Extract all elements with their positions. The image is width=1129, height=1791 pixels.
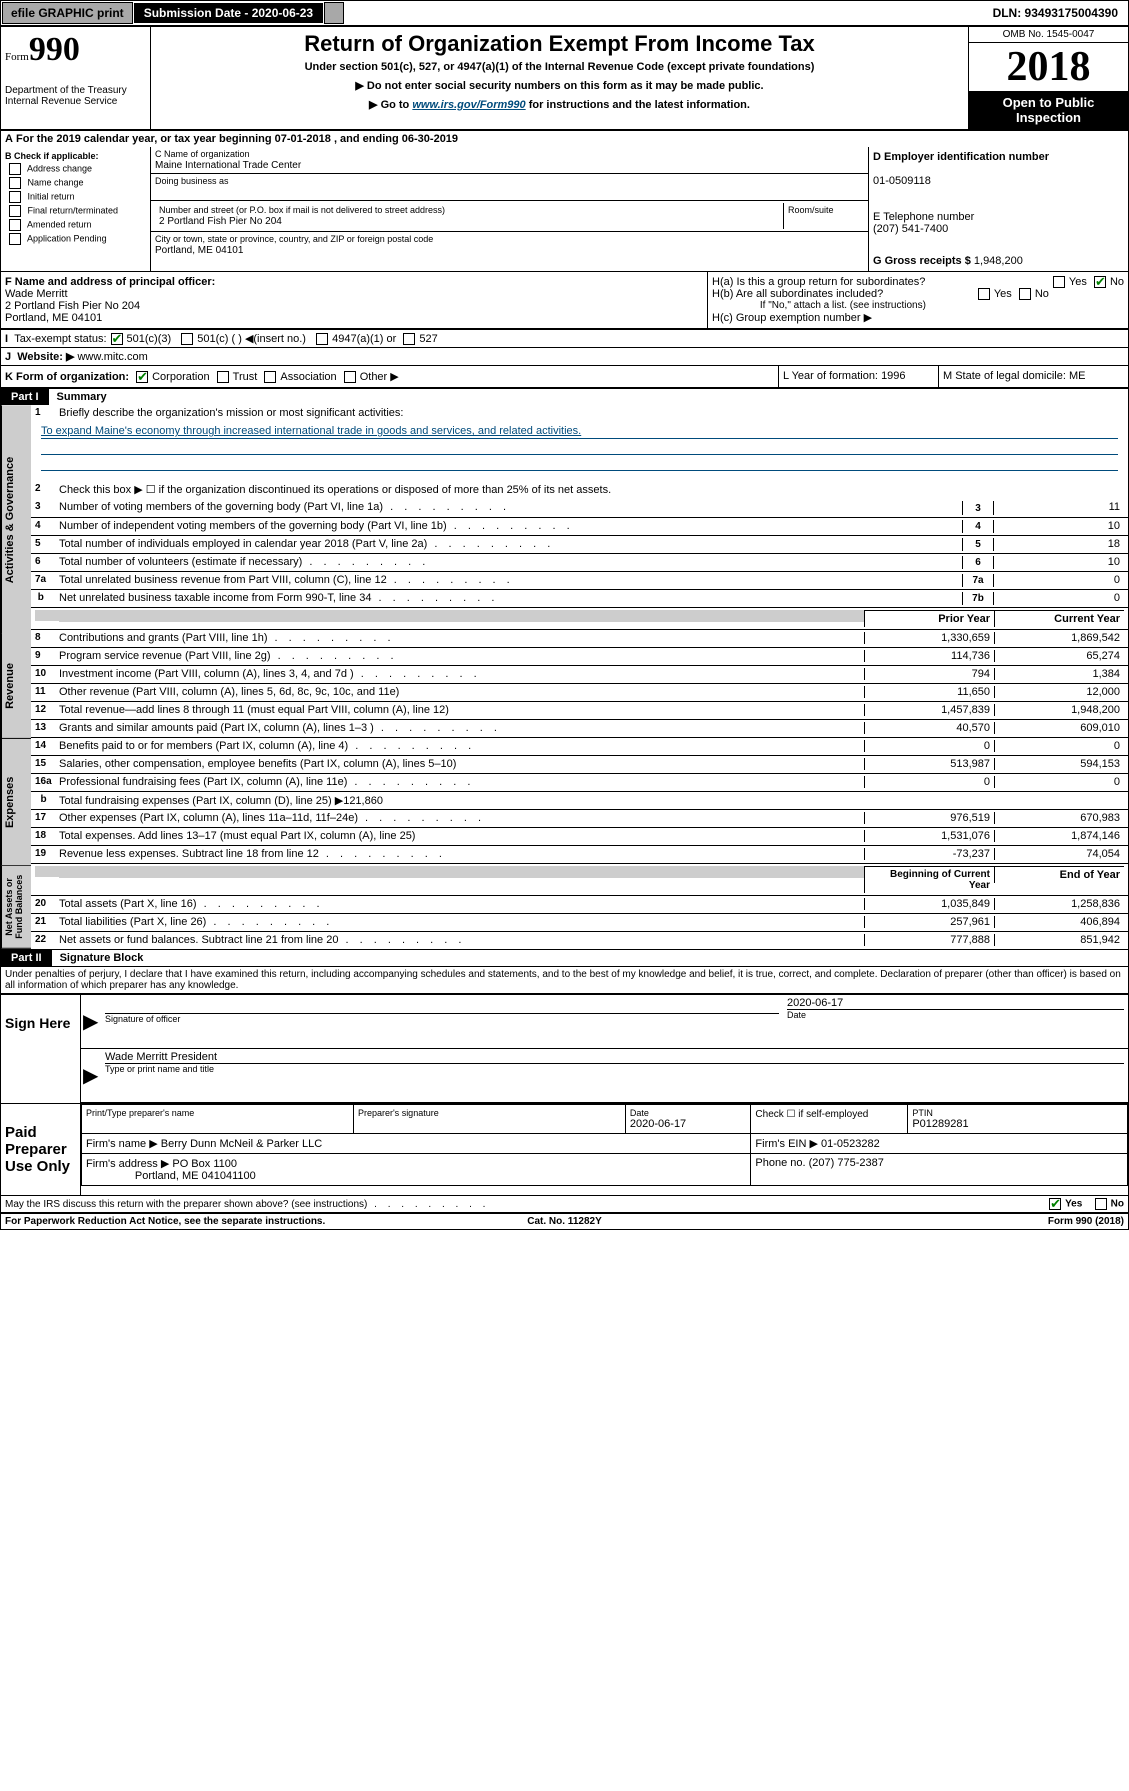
chk-address-change[interactable]: Address change (5, 163, 146, 175)
v4: 10 (994, 520, 1124, 532)
chk-501c[interactable] (181, 333, 193, 345)
form-number-cell: Form990 Department of the Treasury Inter… (1, 27, 151, 129)
part1-header: Part I Summary (1, 388, 1128, 405)
firm-phone: (207) 775-2387 (809, 1157, 884, 1169)
state-domicile: ME (1069, 370, 1086, 382)
part2-header: Part II Signature Block (1, 949, 1128, 966)
chk-other[interactable] (344, 371, 356, 383)
efile-button[interactable]: efile GRAPHIC print (2, 2, 133, 24)
form-prefix: Form (5, 51, 29, 63)
subtitle: Under section 501(c), 527, or 4947(a)(1)… (155, 61, 964, 73)
section-b: B Check if applicable: Address change Na… (1, 147, 151, 271)
v5: 18 (994, 538, 1124, 550)
section-c: C Name of organization Maine Internation… (151, 147, 868, 271)
chk-527[interactable] (403, 333, 415, 345)
dropdown-button[interactable] (324, 2, 344, 24)
chk-app-pending[interactable]: Application Pending (5, 233, 146, 245)
side-expenses: Expenses (1, 739, 31, 866)
year-cell: OMB No. 1545-0047 2018 Open to Public In… (968, 27, 1128, 129)
hb-no[interactable] (1019, 288, 1031, 300)
form-body: Form990 Department of the Treasury Inter… (0, 26, 1129, 1230)
side-revenue: Revenue (1, 634, 31, 739)
tax-year-big: 2018 (969, 43, 1128, 91)
dln: DLN: 93493175004390 (983, 3, 1128, 23)
form-title: Return of Organization Exempt From Incom… (155, 31, 964, 57)
section-f: F Name and address of principal officer:… (1, 272, 708, 328)
arrow-icon: ▶ (81, 1049, 101, 1102)
header: Form990 Department of the Treasury Inter… (1, 27, 1128, 130)
year-formation: 1996 (881, 370, 905, 382)
hb-yes[interactable] (978, 288, 990, 300)
section-i: I Tax-exempt status: 501(c)(3) 501(c) ( … (1, 329, 1128, 347)
section-d-e-g: D Employer identification number 01-0509… (868, 147, 1128, 271)
top-bar: efile GRAPHIC print Submission Date - 20… (0, 0, 1129, 26)
instruction-1: ▶ Do not enter social security numbers o… (155, 79, 964, 92)
ha-no[interactable] (1094, 276, 1106, 288)
chk-name-change[interactable]: Name change (5, 177, 146, 189)
v6: 10 (994, 556, 1124, 568)
street-addr: 2 Portland Fish Pier No 204 (159, 216, 282, 227)
org-name: Maine International Trade Center (155, 160, 301, 171)
officer-name: Wade Merritt President (105, 1051, 1124, 1063)
sign-here-label: Sign Here (1, 995, 81, 1103)
discuss-yes[interactable] (1049, 1198, 1061, 1210)
mission-text: To expand Maine's economy through increa… (41, 425, 1118, 439)
open-public: Open to Public Inspection (969, 91, 1128, 129)
arrow-icon: ▶ (81, 995, 101, 1048)
paid-prep-label: Paid Preparer Use Only (1, 1104, 81, 1195)
website: www.mitc.com (77, 351, 147, 363)
section-a: A For the 2019 calendar year, or tax yea… (1, 130, 1128, 147)
side-activities: Activities & Governance (1, 405, 31, 634)
firm-name: Berry Dunn McNeil & Parker LLC (161, 1138, 322, 1150)
title-cell: Return of Organization Exempt From Incom… (151, 27, 968, 129)
section-h: H(a) Is this a group return for subordin… (708, 272, 1128, 328)
firm-ein: 01-0523282 (821, 1138, 880, 1150)
ptin: P01289281 (912, 1118, 968, 1130)
v7b: 0 (994, 592, 1124, 604)
klm-row: K Form of organization: Corporation Trus… (1, 366, 1128, 388)
chk-trust[interactable] (217, 371, 229, 383)
footer-notice: For Paperwork Reduction Act Notice, see … (1, 1212, 1128, 1229)
chk-corp[interactable] (136, 371, 148, 383)
form-num-990: 990 (29, 31, 80, 68)
side-netassets: Net Assets or Fund Balances (1, 866, 31, 949)
ein: 01-0509118 (873, 175, 931, 187)
chk-501c3[interactable] (111, 333, 123, 345)
submission-date: Submission Date - 2020-06-23 (134, 3, 323, 23)
section-j: J Website: ▶ www.mitc.com (1, 347, 1128, 366)
v3: 11 (994, 501, 1124, 513)
discuss-no[interactable] (1095, 1198, 1107, 1210)
bcde-row: B Check if applicable: Address change Na… (1, 147, 1128, 272)
ha-yes[interactable] (1053, 276, 1065, 288)
perjury-text: Under penalties of perjury, I declare th… (1, 966, 1128, 993)
part1-body: Activities & Governance Revenue Expenses… (1, 405, 1128, 949)
instruction-2: ▶ Go to www.irs.gov/Form990 for instruct… (155, 98, 964, 111)
city-addr: Portland, ME 04101 (155, 245, 243, 256)
chk-amended[interactable]: Amended return (5, 219, 146, 231)
phone: (207) 541-7400 (873, 223, 948, 235)
chk-initial-return[interactable]: Initial return (5, 191, 146, 203)
fh-row: F Name and address of principal officer:… (1, 272, 1128, 329)
paid-preparer-block: Paid Preparer Use Only Print/Type prepar… (1, 1103, 1128, 1195)
irs-discuss-row: May the IRS discuss this return with the… (1, 1195, 1128, 1212)
gross-receipts: 1,948,200 (974, 255, 1023, 267)
preparer-table: Print/Type preparer's name Preparer's si… (81, 1104, 1128, 1186)
dept-treasury: Department of the Treasury Internal Reve… (5, 85, 146, 107)
v7a: 0 (994, 574, 1124, 586)
sign-here-block: Sign Here ▶ Signature of officer 2020-06… (1, 993, 1128, 1103)
irs-link[interactable]: www.irs.gov/Form990 (412, 99, 525, 111)
chk-4947[interactable] (316, 333, 328, 345)
omb-number: OMB No. 1545-0047 (969, 27, 1128, 43)
chk-final-return[interactable]: Final return/terminated (5, 205, 146, 217)
chk-assoc[interactable] (264, 371, 276, 383)
